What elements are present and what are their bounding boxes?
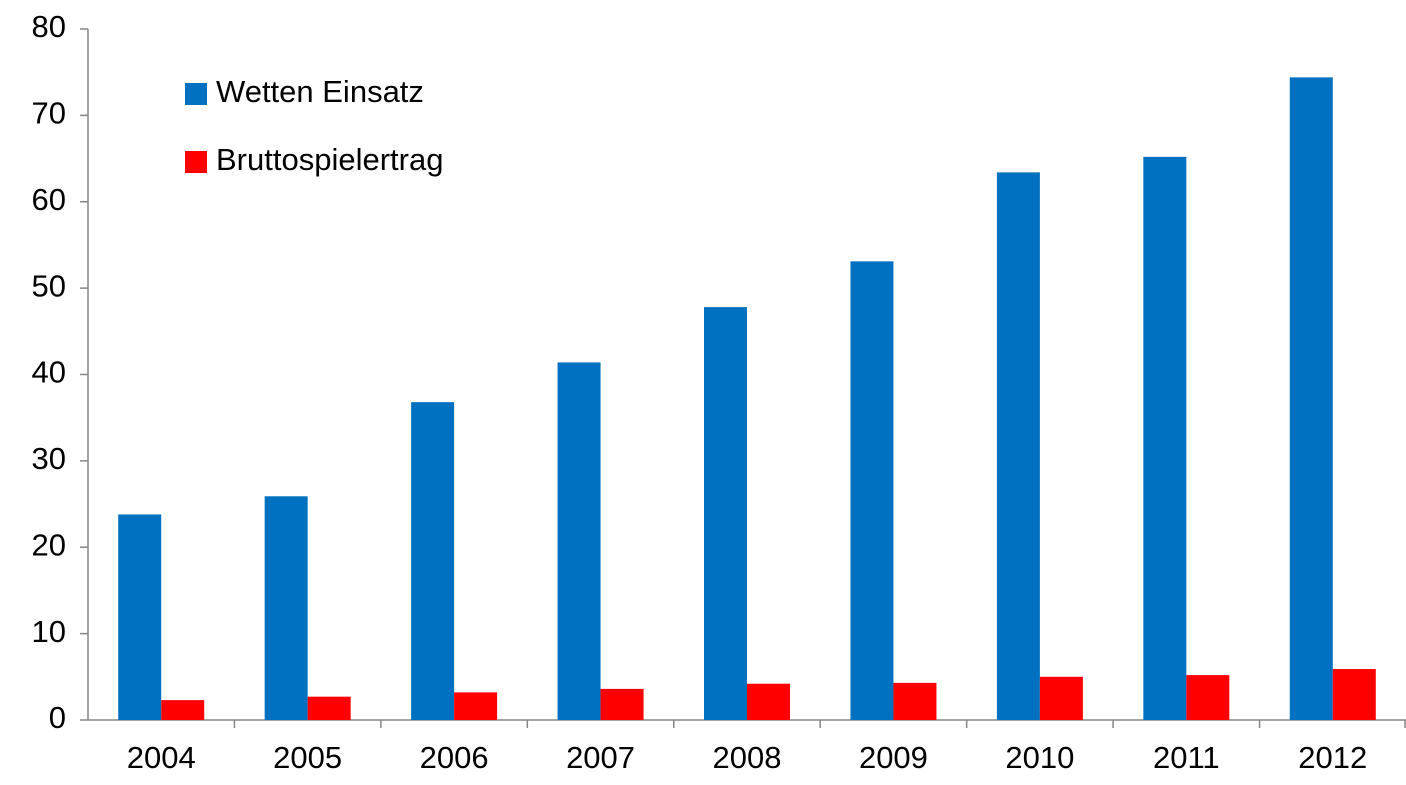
x-tick-label: 2008 bbox=[713, 740, 782, 775]
bar bbox=[307, 696, 351, 720]
y-tick-label: 40 bbox=[32, 355, 66, 390]
x-tick-label: 2012 bbox=[1298, 740, 1367, 775]
y-tick-label: 70 bbox=[32, 96, 66, 131]
y-tick-label: 10 bbox=[32, 614, 66, 649]
y-tick-label: 20 bbox=[32, 527, 66, 562]
bar bbox=[557, 362, 601, 720]
y-tick-label: 0 bbox=[49, 700, 66, 735]
bar bbox=[1186, 675, 1230, 720]
y-tick-label: 30 bbox=[32, 441, 66, 476]
bar bbox=[704, 307, 747, 720]
bar bbox=[600, 688, 644, 720]
bar bbox=[161, 700, 205, 720]
bar bbox=[747, 683, 790, 720]
legend-label: Bruttospielertrag bbox=[216, 142, 443, 177]
x-tick-label: 2006 bbox=[420, 740, 489, 775]
bar bbox=[996, 172, 1040, 720]
x-tick-label: 2009 bbox=[859, 740, 928, 775]
legend-swatch bbox=[185, 83, 207, 105]
bar bbox=[118, 514, 162, 720]
x-tick-label: 2004 bbox=[127, 740, 196, 775]
bar bbox=[1143, 156, 1187, 720]
x-tick-label: 2005 bbox=[273, 740, 342, 775]
legend-swatch bbox=[185, 151, 207, 173]
bar bbox=[454, 692, 498, 720]
bar bbox=[1332, 669, 1376, 720]
bar bbox=[893, 682, 937, 720]
bar bbox=[264, 496, 308, 720]
bar bbox=[1289, 77, 1333, 721]
y-tick-label: 80 bbox=[32, 9, 66, 44]
bar bbox=[850, 261, 894, 720]
legend-label: Wetten Einsatz bbox=[216, 74, 424, 109]
bar bbox=[411, 402, 455, 720]
y-tick-label: 50 bbox=[32, 268, 66, 303]
bar bbox=[1039, 676, 1083, 720]
x-tick-label: 2011 bbox=[1153, 740, 1220, 775]
x-tick-label: 2007 bbox=[566, 740, 635, 775]
y-tick-label: 60 bbox=[32, 182, 66, 217]
x-tick-label: 2010 bbox=[1005, 740, 1074, 775]
